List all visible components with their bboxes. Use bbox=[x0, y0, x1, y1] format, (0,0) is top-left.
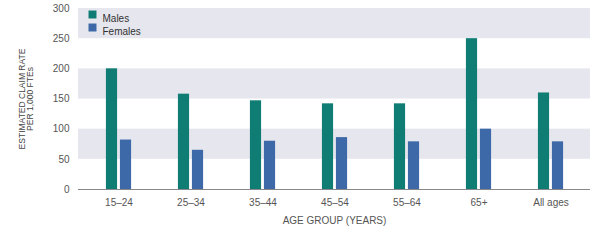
svg-text:55–64: 55–64 bbox=[393, 197, 421, 208]
svg-text:100: 100 bbox=[53, 123, 70, 134]
svg-text:Females: Females bbox=[103, 26, 141, 37]
svg-text:Males: Males bbox=[103, 13, 130, 24]
svg-text:50: 50 bbox=[58, 154, 70, 165]
svg-text:All ages: All ages bbox=[533, 197, 569, 208]
svg-text:150: 150 bbox=[53, 93, 70, 104]
svg-text:65+: 65+ bbox=[471, 197, 488, 208]
svg-text:ESTIMATED CLAIM RATEPER 1,000: ESTIMATED CLAIM RATEPER 1,000 FTEs bbox=[17, 48, 36, 149]
svg-text:250: 250 bbox=[53, 33, 70, 44]
svg-text:45–54: 45–54 bbox=[321, 197, 349, 208]
svg-text:0: 0 bbox=[64, 184, 70, 195]
svg-text:300: 300 bbox=[53, 3, 70, 14]
svg-text:25–34: 25–34 bbox=[177, 197, 205, 208]
svg-text:AGE GROUP (YEARS): AGE GROUP (YEARS) bbox=[283, 215, 387, 226]
svg-text:15–24: 15–24 bbox=[105, 197, 133, 208]
svg-text:200: 200 bbox=[53, 63, 70, 74]
svg-text:35–44: 35–44 bbox=[249, 197, 277, 208]
